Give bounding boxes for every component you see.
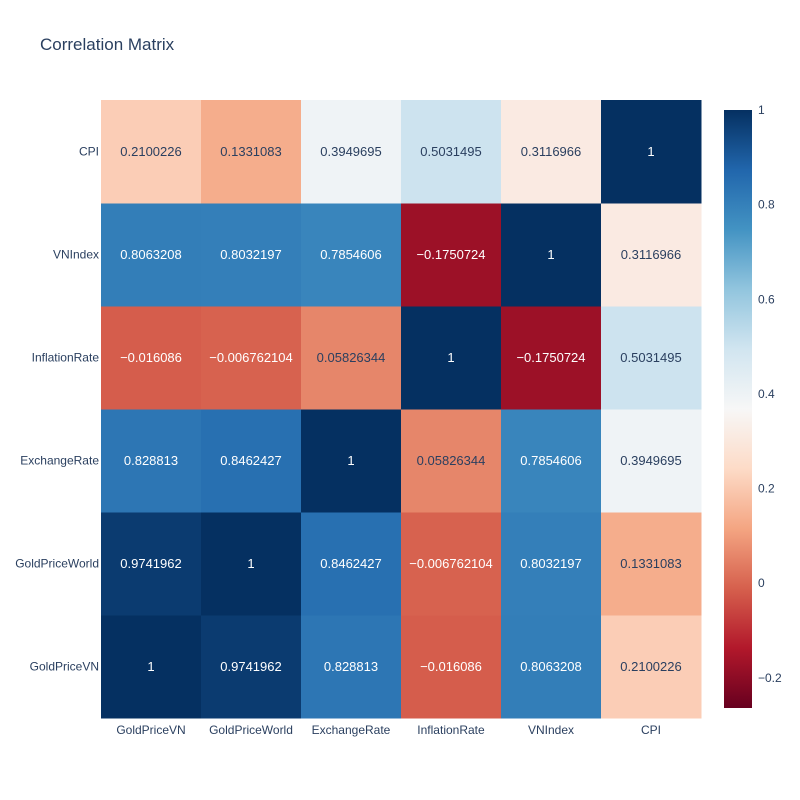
heatmap-cell — [201, 306, 302, 410]
heatmap-cell — [501, 615, 602, 719]
cell-value-label: 0.7854606 — [320, 247, 381, 262]
colorbar — [724, 110, 752, 708]
heatmap-cell — [101, 306, 202, 410]
y-tick-label: ExchangeRate — [20, 454, 99, 468]
cell-value-label: 0.3949695 — [620, 453, 681, 468]
cell-value-label: 0.9741962 — [220, 659, 281, 674]
cell-value-label: 0.8032197 — [520, 556, 581, 571]
cell-value-label: −0.016086 — [420, 659, 482, 674]
heatmap-cell — [601, 100, 702, 204]
colorbar-tick-label: 0.6 — [758, 292, 775, 306]
cell-value-label: 0.828813 — [124, 453, 178, 468]
heatmap-cell — [201, 100, 302, 204]
cell-value-label: −0.1750724 — [516, 350, 585, 365]
cell-value-label: 1 — [647, 144, 654, 159]
heatmap-cell — [501, 512, 602, 616]
chart-title: Correlation Matrix — [40, 35, 175, 54]
cell-value-label: 0.8032197 — [220, 247, 281, 262]
heatmap-cell — [401, 306, 502, 410]
x-tick-label: VNIndex — [528, 723, 574, 737]
cell-value-label: 0.1331083 — [220, 144, 281, 159]
cell-value-label: 0.828813 — [324, 659, 378, 674]
x-axis-ticks: GoldPriceVN GoldPriceWorld ExchangeRate Inf… — [116, 723, 661, 737]
cell-value-label: 0.8063208 — [120, 247, 181, 262]
cell-value-label: 0.5031495 — [420, 144, 481, 159]
heatmap-cell — [401, 615, 502, 719]
heatmap-cell — [301, 615, 402, 719]
heatmap-cell — [401, 203, 502, 307]
heatmap-cell — [401, 512, 502, 616]
x-tick-label: InflationRate — [417, 723, 485, 737]
cell-value-label: 0.9741962 — [120, 556, 181, 571]
heatmap-cell — [601, 306, 702, 410]
x-tick-label: GoldPriceWorld — [209, 723, 293, 737]
y-tick-label: CPI — [79, 145, 99, 159]
colorbar-tick-label: 0.2 — [758, 482, 775, 496]
heatmap-cell — [101, 615, 202, 719]
heatmap-cell — [601, 409, 702, 513]
heatmap-cell — [101, 512, 202, 616]
heatmap-cell — [101, 100, 202, 204]
y-tick-label: GoldPriceVN — [30, 660, 99, 674]
cell-value-label: −0.006762104 — [209, 350, 293, 365]
cell-value-label: 1 — [347, 453, 354, 468]
y-tick-label: VNIndex — [53, 248, 99, 262]
cell-value-label: 1 — [547, 247, 554, 262]
cell-value-label: 0.8063208 — [520, 659, 581, 674]
cell-value-label: 0.8462427 — [320, 556, 381, 571]
cell-value-label: 0.5031495 — [620, 350, 681, 365]
heatmap-cell — [201, 409, 302, 513]
cell-value-label: −0.016086 — [120, 350, 182, 365]
heatmap-cell — [601, 203, 702, 307]
heatmap-cell — [501, 203, 602, 307]
cell-value-label: −0.006762104 — [409, 556, 493, 571]
colorbar-tick-label: 0.4 — [758, 387, 775, 401]
cell-value-label: 1 — [147, 659, 154, 674]
colorbar-tick-label: −0.2 — [758, 671, 782, 685]
heatmap-cell — [501, 100, 602, 204]
cell-value-label: 0.3949695 — [320, 144, 381, 159]
cell-value-label: 0.8462427 — [220, 453, 281, 468]
y-tick-label: GoldPriceWorld — [15, 557, 99, 571]
colorbar-tick-label: 0 — [758, 576, 765, 590]
cell-value-label: 1 — [447, 350, 454, 365]
cell-value-label: 0.05826344 — [417, 453, 486, 468]
cell-value-label: 0.05826344 — [317, 350, 386, 365]
heatmap-cell — [301, 409, 402, 513]
heatmap-cell — [301, 306, 402, 410]
heatmap-cell — [301, 100, 402, 204]
colorbar-ticks: 1 0.8 0.6 0.4 0.2 0 −0.2 — [758, 103, 782, 685]
x-tick-label: ExchangeRate — [312, 723, 391, 737]
cell-value-label: 0.1331083 — [620, 556, 681, 571]
cell-value-label: 0.3116966 — [521, 144, 582, 159]
cell-value-label: 0.2100226 — [120, 144, 181, 159]
heatmap-cell — [101, 409, 202, 513]
x-tick-label: GoldPriceVN — [116, 723, 185, 737]
heatmap-cell — [601, 512, 702, 616]
cell-value-label: 1 — [247, 556, 254, 571]
cell-value-label: −0.1750724 — [416, 247, 485, 262]
heatmap-cell — [101, 203, 202, 307]
heatmap-cell — [301, 512, 402, 616]
heatmap-cells: 1 0.9741962 0.828813 −0.016086 0.8063208 0.21… — [101, 100, 702, 719]
heatmap-cell — [401, 100, 502, 204]
heatmap-cell — [301, 203, 402, 307]
cell-value-label: 0.2100226 — [620, 659, 681, 674]
cell-value-label: 0.7854606 — [520, 453, 581, 468]
heatmap-cell — [401, 409, 502, 513]
y-axis-ticks: GoldPriceVN GoldPriceWorld ExchangeRate Inf… — [15, 145, 99, 674]
heatmap-cell — [501, 306, 602, 410]
heatmap-cell — [501, 409, 602, 513]
y-tick-label: InflationRate — [32, 351, 100, 365]
heatmap-cell — [201, 203, 302, 307]
x-tick-label: CPI — [641, 723, 661, 737]
cell-value-label: 0.3116966 — [621, 247, 682, 262]
heatmap-cell — [201, 512, 302, 616]
heatmap-cell — [201, 615, 302, 719]
colorbar-tick-label: 0.8 — [758, 198, 775, 212]
colorbar-tick-label: 1 — [758, 103, 765, 117]
heatmap-cell — [601, 615, 702, 719]
